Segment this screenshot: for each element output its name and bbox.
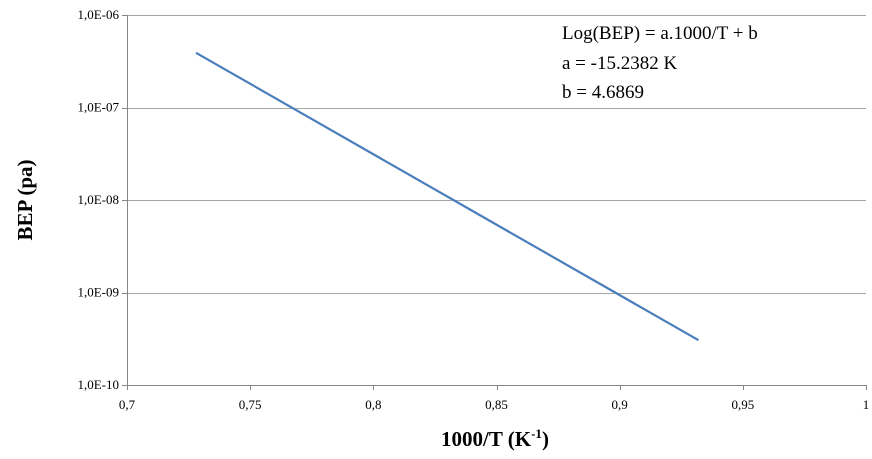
x-tick-labels: 0,7 0,75 0,8 0,85 0,9 0,95 1 xyxy=(119,397,869,412)
y-tick-label-3: 1,0E-07 xyxy=(77,100,119,115)
x-tick-label-5: 0,95 xyxy=(731,397,754,412)
equation-line-2: a = -15.2382 K xyxy=(562,53,677,74)
y-axis-title: BEP (pa) xyxy=(13,159,37,240)
series-line-0 xyxy=(195,51,700,342)
x-tick-label-6: 1 xyxy=(863,397,870,412)
series xyxy=(195,51,700,342)
x-axis-title-close: ) xyxy=(542,427,549,451)
x-tick-label-1: 0,75 xyxy=(239,397,262,412)
y-tick-label-2: 1,0E-08 xyxy=(77,192,119,207)
x-axis-title-superscript: -1 xyxy=(531,426,542,441)
x-axis-title: 1000/T (K-1) xyxy=(441,426,549,451)
x-axis-title-main: 1000/T (K xyxy=(441,427,532,451)
x-tick-label-3: 0,85 xyxy=(485,397,508,412)
y-tick-labels: 1,0E-10 1,0E-09 1,0E-08 1,0E-07 1,0E-06 xyxy=(77,7,119,392)
x-tick-label-2: 0,8 xyxy=(365,397,381,412)
x-tick-label-4: 0,9 xyxy=(612,397,628,412)
y-tick-label-0: 1,0E-10 xyxy=(77,377,119,392)
gridlines xyxy=(127,15,866,294)
y-tick-label-4: 1,0E-06 xyxy=(77,7,119,22)
equation-annotation: Log(BEP) = a.1000/T + b a = -15.2382 K b… xyxy=(562,23,758,103)
y-tick-label-1: 1,0E-09 xyxy=(77,285,119,300)
equation-line-1: Log(BEP) = a.1000/T + b xyxy=(562,23,758,44)
equation-line-3: b = 4.6869 xyxy=(562,82,644,103)
x-tick-label-0: 0,7 xyxy=(119,397,136,412)
axes xyxy=(122,15,867,390)
